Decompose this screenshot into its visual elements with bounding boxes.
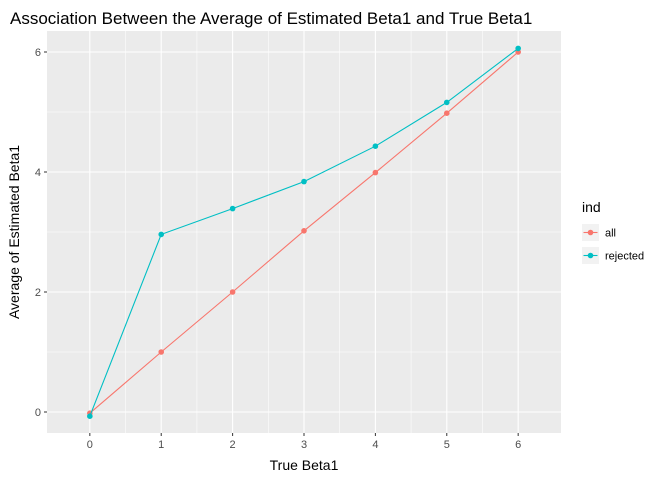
ticks: 0 2 4 6 0 1 2 3 4 5 6 — [35, 47, 521, 451]
data-point-all — [229, 289, 236, 295]
legend-point-all — [587, 229, 594, 236]
x-tick-label: 0 — [87, 439, 93, 451]
legend: ind all rejected — [582, 199, 644, 264]
x-tick-label: 6 — [515, 439, 521, 451]
data-point-rejected — [158, 231, 165, 238]
y-tick-label: 6 — [35, 47, 41, 59]
data-point-all — [443, 110, 450, 116]
data-point-rejected — [372, 143, 379, 149]
legend-point-rejected — [587, 252, 594, 259]
data-point-all — [372, 169, 379, 176]
x-tick-label: 5 — [444, 439, 450, 451]
x-tick-label: 3 — [301, 439, 307, 451]
data-point-all — [158, 349, 165, 355]
series-layer — [87, 45, 521, 420]
x-axis-title: True Beta1 — [270, 457, 339, 473]
x-tick-label: 4 — [372, 439, 378, 451]
data-point-all — [301, 228, 307, 234]
legend-label-all: all — [605, 228, 616, 240]
data-point-rejected — [229, 205, 236, 212]
y-tick-label: 0 — [35, 407, 41, 419]
chart-title: Association Between the Average of Estim… — [10, 9, 532, 28]
data-point-rejected — [87, 413, 93, 420]
legend-label-rejected: rejected — [605, 251, 644, 263]
data-point-rejected — [515, 45, 521, 52]
x-tick-label: 1 — [158, 439, 164, 451]
data-point-rejected — [301, 178, 307, 185]
legend-title: ind — [582, 199, 601, 215]
x-tick-label: 2 — [230, 439, 236, 451]
y-axis-title: Average of Estimated Beta1 — [6, 145, 22, 319]
data-point-rejected — [443, 99, 450, 106]
y-tick-label: 4 — [35, 167, 41, 179]
y-tick-label: 2 — [35, 287, 41, 299]
